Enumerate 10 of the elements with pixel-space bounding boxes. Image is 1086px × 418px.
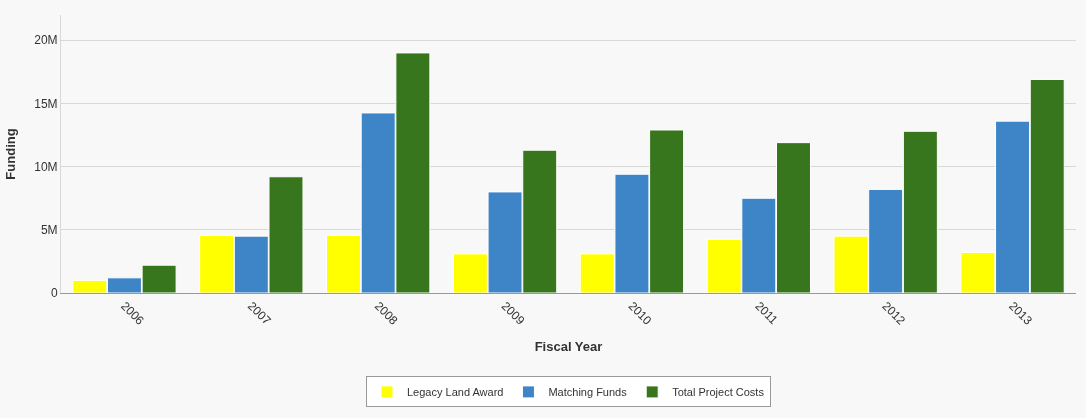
y-tick-label: 5M [40, 223, 58, 238]
y-tick-label: 15M [34, 96, 58, 111]
x-axis-title: Fiscal Year [534, 339, 603, 355]
y-tick-label: 10M [34, 159, 58, 174]
legend-label: Legacy Land Award [407, 386, 504, 399]
legend-label: Total Project Costs [672, 386, 765, 399]
y-tick-label: 20M [34, 33, 58, 48]
legend-label: Matching Funds [548, 386, 628, 399]
y-tick-label: 0 [50, 286, 58, 301]
y-axis-title: Funding [3, 128, 19, 180]
